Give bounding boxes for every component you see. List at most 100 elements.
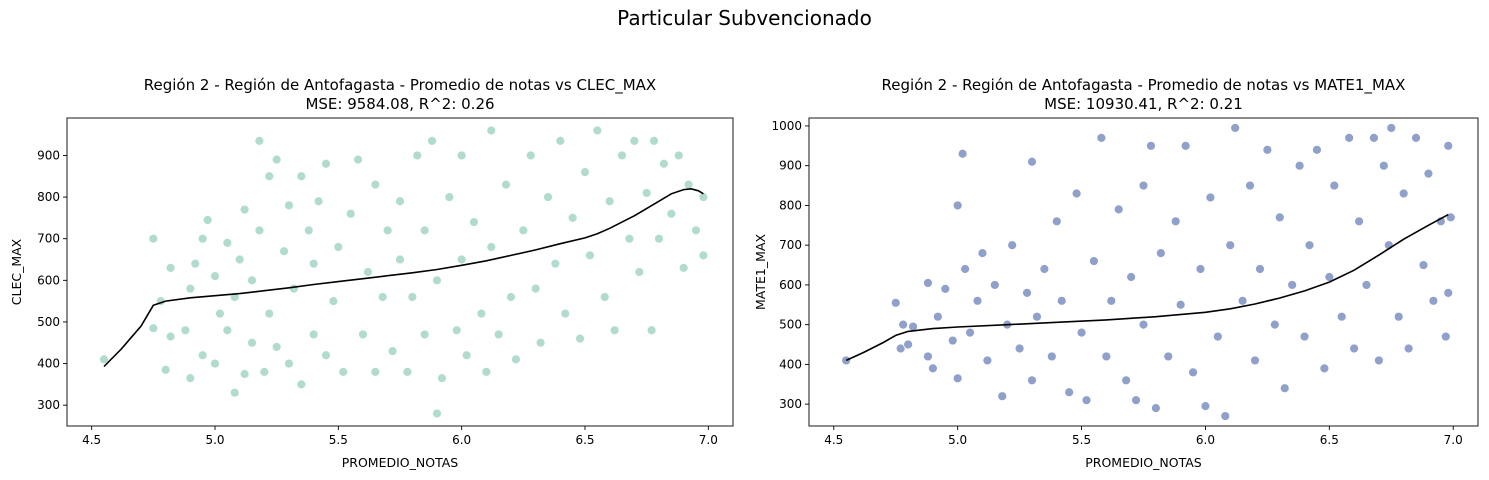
scatter-point: [247, 275, 257, 286]
scatter-point: [215, 308, 225, 319]
scatter-point: [543, 192, 553, 202]
scatter-point: [395, 254, 405, 265]
y-tick-label: 700: [37, 232, 60, 246]
scatter-point: [148, 233, 159, 244]
figure-suptitle: Particular Subvencionado: [617, 6, 872, 30]
y-tick-label: 1000: [771, 119, 802, 133]
scatter-point: [1398, 188, 1409, 199]
scatter-point: [1304, 240, 1315, 251]
scatter-point: [185, 283, 196, 294]
scatter-point: [444, 192, 455, 202]
scatter-point: [469, 217, 479, 227]
scatter-point: [1007, 240, 1018, 251]
scatter-point: [180, 325, 191, 336]
scatter-point: [1262, 144, 1273, 155]
y-tick-label: 600: [779, 278, 802, 292]
scatter-point: [1329, 180, 1340, 191]
scatter-point: [617, 150, 627, 161]
scatter-point: [1361, 280, 1372, 290]
scatter-point: [1126, 272, 1137, 282]
scatter-point: [1269, 319, 1280, 330]
scatter-point: [940, 283, 951, 294]
scatter-point: [185, 373, 196, 384]
scatter-point: [254, 135, 265, 146]
chart-subtitle: MSE: 9584.08, R^2: 0.26: [305, 95, 494, 113]
x-tick-label: 4.5: [82, 433, 101, 447]
scatter-point: [585, 250, 595, 261]
scatter-point: [437, 373, 447, 384]
y-tick-label: 500: [779, 318, 802, 332]
scatter-point: [197, 350, 208, 361]
scatter-point: [957, 148, 968, 159]
scatter-point: [1155, 248, 1166, 259]
scatter-point: [1046, 351, 1057, 362]
fit-line: [845, 213, 1449, 362]
scatter-point: [1121, 375, 1132, 386]
y-tick-label: 400: [779, 357, 802, 371]
scatter-point: [461, 350, 472, 361]
scatter-point: [683, 179, 694, 190]
scatter-point: [691, 225, 701, 236]
scatter-point: [363, 267, 373, 277]
scatter-point: [1051, 216, 1062, 227]
scatter-point: [698, 250, 709, 261]
scatter-point: [197, 233, 208, 244]
scatter-point: [1175, 299, 1186, 310]
scatter-point: [604, 196, 615, 207]
scatter-point: [486, 242, 497, 252]
scatter-point: [345, 208, 356, 219]
scatter-point: [501, 179, 511, 190]
y-tick-label: 900: [37, 148, 60, 162]
scatter-point: [609, 325, 620, 336]
y-tick-label: 500: [37, 315, 60, 329]
scatter-point: [592, 125, 603, 136]
scatter-point: [1274, 212, 1285, 223]
scatter-point: [289, 283, 299, 294]
scatter-point: [1336, 311, 1347, 322]
scatter-point: [1378, 160, 1389, 171]
scatter-point: [977, 248, 988, 259]
scatter-point: [649, 135, 659, 146]
scatter-point: [698, 192, 709, 202]
scatter-point: [308, 258, 319, 269]
y-tick-label: 300: [37, 398, 60, 412]
y-axis-label: MATE1_MAX: [753, 234, 768, 310]
scatter-point: [160, 364, 171, 375]
scatter-point: [1287, 280, 1298, 290]
scatter-point: [1250, 355, 1260, 366]
scatter-point: [247, 337, 257, 348]
scatter-point: [997, 391, 1008, 402]
scatter-point: [1393, 311, 1404, 322]
scatter-point: [1101, 351, 1112, 362]
scatter-point: [1076, 327, 1087, 338]
scatter-point: [659, 158, 669, 169]
scatter-point: [321, 158, 331, 169]
y-tick-label: 400: [37, 357, 60, 371]
scatter-point: [641, 188, 652, 198]
scatter-point: [1081, 395, 1092, 406]
scatter-point: [456, 150, 467, 161]
scatter-point: [1096, 132, 1107, 143]
scatter-point: [259, 366, 270, 377]
scatter-point: [932, 311, 943, 322]
scatter-point: [165, 262, 176, 273]
x-axis-label: PROMEDIO_NOTAS: [342, 455, 459, 470]
scatter-point: [493, 329, 504, 340]
scatter-point: [624, 233, 635, 244]
scatter-point: [1146, 140, 1156, 151]
scatter-point: [895, 343, 906, 354]
x-tick-label: 5.0: [205, 433, 224, 447]
scatter-point: [535, 337, 546, 348]
scatter-point: [952, 373, 963, 384]
scatter-point: [1200, 401, 1211, 412]
scatter-point: [412, 150, 423, 161]
scatter-point: [646, 325, 657, 336]
scatter-point: [927, 363, 938, 374]
scatter-point: [1212, 331, 1223, 342]
chart-title: Región 2 - Región de Antofagasta - Prome…: [144, 76, 656, 95]
scatter-point: [1237, 295, 1248, 306]
scatter-point: [407, 292, 418, 302]
scatter-point: [1428, 295, 1439, 306]
scatter-point: [841, 355, 852, 366]
scatter-point: [239, 369, 250, 379]
